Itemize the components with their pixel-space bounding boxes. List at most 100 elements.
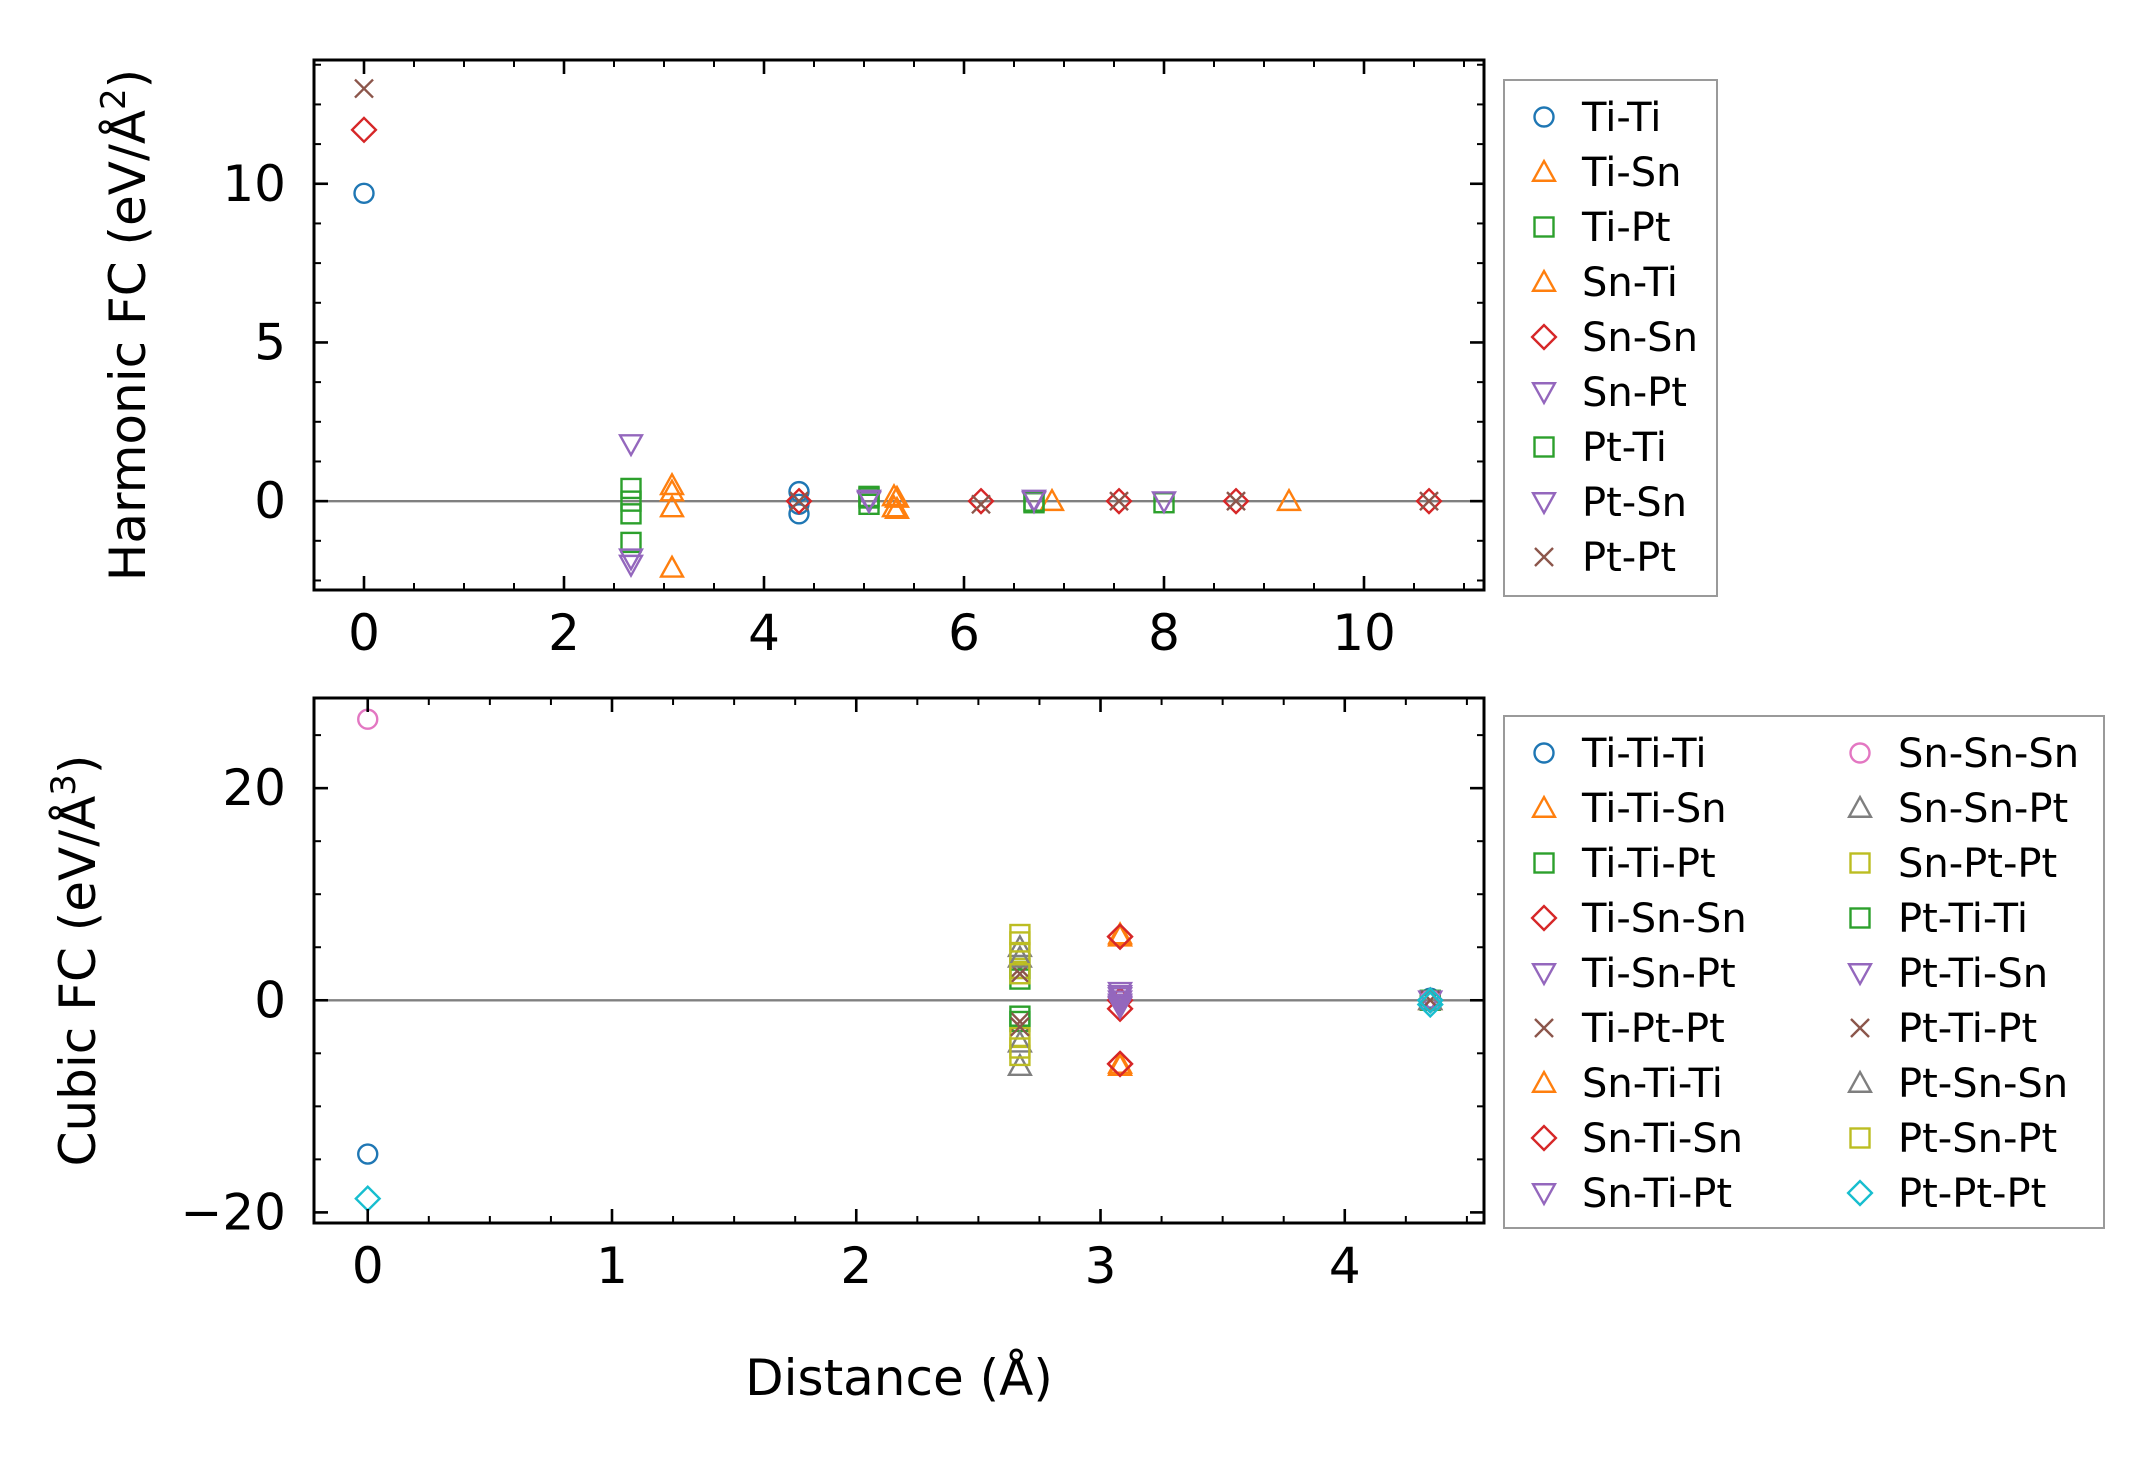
legend-item: Sn-Ti-Sn — [1530, 1116, 1743, 1162]
series-pt-pt-pt — [354, 986, 1444, 1213]
legend-marker — [1531, 1069, 1557, 1093]
x-tick-label: 4 — [1329, 1237, 1361, 1295]
series-ti-ti-ti — [357, 987, 1441, 1165]
data-point — [1006, 933, 1033, 958]
data-point — [620, 531, 642, 554]
data-point — [1107, 990, 1134, 1014]
data-point — [1107, 921, 1134, 945]
data-point — [1009, 1037, 1031, 1059]
series-sn-sn-sn — [357, 708, 1441, 1011]
data-point — [618, 434, 644, 458]
data-point — [971, 494, 991, 515]
x-tick-label: 6 — [948, 604, 980, 662]
legend-label: Sn-Pt — [1582, 370, 1687, 416]
legend-label: Pt-Ti-Ti — [1898, 896, 2028, 942]
data-point — [618, 554, 644, 579]
legend-item: Sn-Ti-Pt — [1531, 1171, 1732, 1217]
legend-label: Pt-Sn-Sn — [1898, 1061, 2068, 1107]
y-axis-label: Cubic FC (eV/Å3) — [44, 755, 107, 1167]
y-tick-label: 10 — [222, 155, 286, 213]
cubic-fc-panel: 0 1 2 3 4 −20 0 20 Cubic FC (eV/Å3) Distance (Å) T… — [44, 696, 2105, 1407]
legend-label: Ti-Ti-Ti — [1581, 731, 1706, 777]
data-point — [1226, 491, 1246, 512]
legend-label: Ti-Pt — [1581, 205, 1671, 251]
legend-item: Ti-Pt-Pt — [1534, 1006, 1725, 1052]
data-point — [357, 708, 379, 730]
data-point — [785, 487, 813, 515]
legend: Ti-Ti-Ti Ti-Ti-Sn Ti-Ti-Pt Ti-Sn-Sn Ti-Sn-Pt… — [1503, 715, 2105, 1229]
series-sn-sn-pt — [1006, 933, 1444, 1076]
x-tick-label: 2 — [840, 1237, 872, 1295]
plot-frame — [312, 58, 1486, 592]
data-point — [620, 490, 642, 512]
legend-label: Pt-Sn-Pt — [1898, 1116, 2057, 1162]
data-point — [1039, 487, 1065, 512]
x-tick-label: 0 — [348, 604, 380, 662]
legend-marker — [1533, 216, 1555, 238]
series-pt-sn — [618, 489, 1047, 579]
data-point — [1107, 996, 1134, 1021]
x-tick-label: 8 — [1148, 604, 1180, 662]
legend-item: Pt-Sn-Sn — [1847, 1061, 2068, 1107]
legend-marker — [1533, 742, 1555, 764]
legend-marker — [1531, 1183, 1557, 1207]
data-point — [659, 471, 685, 496]
data-point — [350, 116, 378, 144]
legend-marker — [1530, 904, 1558, 932]
x-tick-label: 0 — [352, 1237, 384, 1295]
legend-label: Sn-Pt-Pt — [1898, 841, 2057, 887]
legend-item: Pt-Pt-Pt — [1846, 1171, 2046, 1217]
plot-frame — [312, 696, 1486, 1225]
legend-item: Sn-Pt-Pt — [1849, 841, 2057, 887]
series-pt-sn-sn — [1006, 944, 1033, 1053]
legend-marker — [1531, 794, 1557, 818]
legend-marker — [1531, 268, 1557, 292]
legend-marker — [1534, 547, 1554, 567]
data-point — [354, 1185, 382, 1213]
legend-item: Pt-Ti — [1533, 425, 1667, 471]
data-point — [1107, 981, 1134, 1006]
legend-marker — [1849, 852, 1871, 874]
series-pt-ti — [620, 487, 1045, 512]
legend-label: Pt-Sn — [1582, 480, 1687, 526]
data-point — [788, 503, 810, 525]
legend-marker — [1531, 492, 1557, 516]
data-point — [659, 494, 685, 518]
data-point — [1416, 986, 1444, 1014]
legend-marker — [1534, 1018, 1554, 1038]
legend-item: Sn-Sn — [1530, 315, 1698, 361]
legend-item: Ti-Ti-Pt — [1533, 841, 1716, 887]
x-tick-label: 4 — [748, 604, 780, 662]
legend-item: Pt-Sn-Pt — [1849, 1116, 2057, 1162]
legend-item: Pt-Pt — [1534, 535, 1676, 581]
legend-item: Sn-Ti-Ti — [1531, 1061, 1723, 1107]
legend-marker — [1531, 158, 1557, 182]
legend-marker — [1849, 742, 1871, 764]
series-ti-ti-pt — [1009, 957, 1441, 1033]
data-point — [1009, 963, 1031, 985]
series-sn-sn — [350, 116, 1443, 515]
legend-marker — [1531, 963, 1557, 987]
data-point — [858, 487, 880, 509]
data-point — [1106, 923, 1134, 951]
series-ti-pt-pt — [1010, 958, 1441, 1032]
y-tick-label: 0 — [254, 472, 286, 530]
data-point — [659, 478, 685, 502]
legend-label: Ti-Ti — [1581, 95, 1661, 141]
data-point — [353, 182, 375, 204]
legend-marker — [1531, 382, 1557, 406]
data-point — [1222, 487, 1250, 515]
legend-label: Ti-Ti-Sn — [1581, 786, 1727, 832]
legend-item: Pt-Ti-Ti — [1849, 896, 2028, 942]
data-point — [789, 491, 809, 512]
legend-label: Sn-Ti-Sn — [1582, 1116, 1743, 1162]
legend-item: Sn-Sn-Sn — [1849, 731, 2079, 777]
legend-item: Ti-Sn — [1531, 150, 1682, 196]
legend-label: Sn-Sn-Sn — [1898, 731, 2079, 777]
legend-label: Pt-Ti — [1582, 425, 1667, 471]
legend-label: Ti-Ti-Pt — [1581, 841, 1716, 887]
harmonic-fc-panel: 0 2 4 6 8 10 0 5 10 Harmonic FC (eV/Å2) Ti-Ti Ti-Sn… — [94, 58, 1718, 662]
data-point — [354, 78, 374, 99]
legend-item: Ti-Sn-Pt — [1531, 951, 1736, 997]
